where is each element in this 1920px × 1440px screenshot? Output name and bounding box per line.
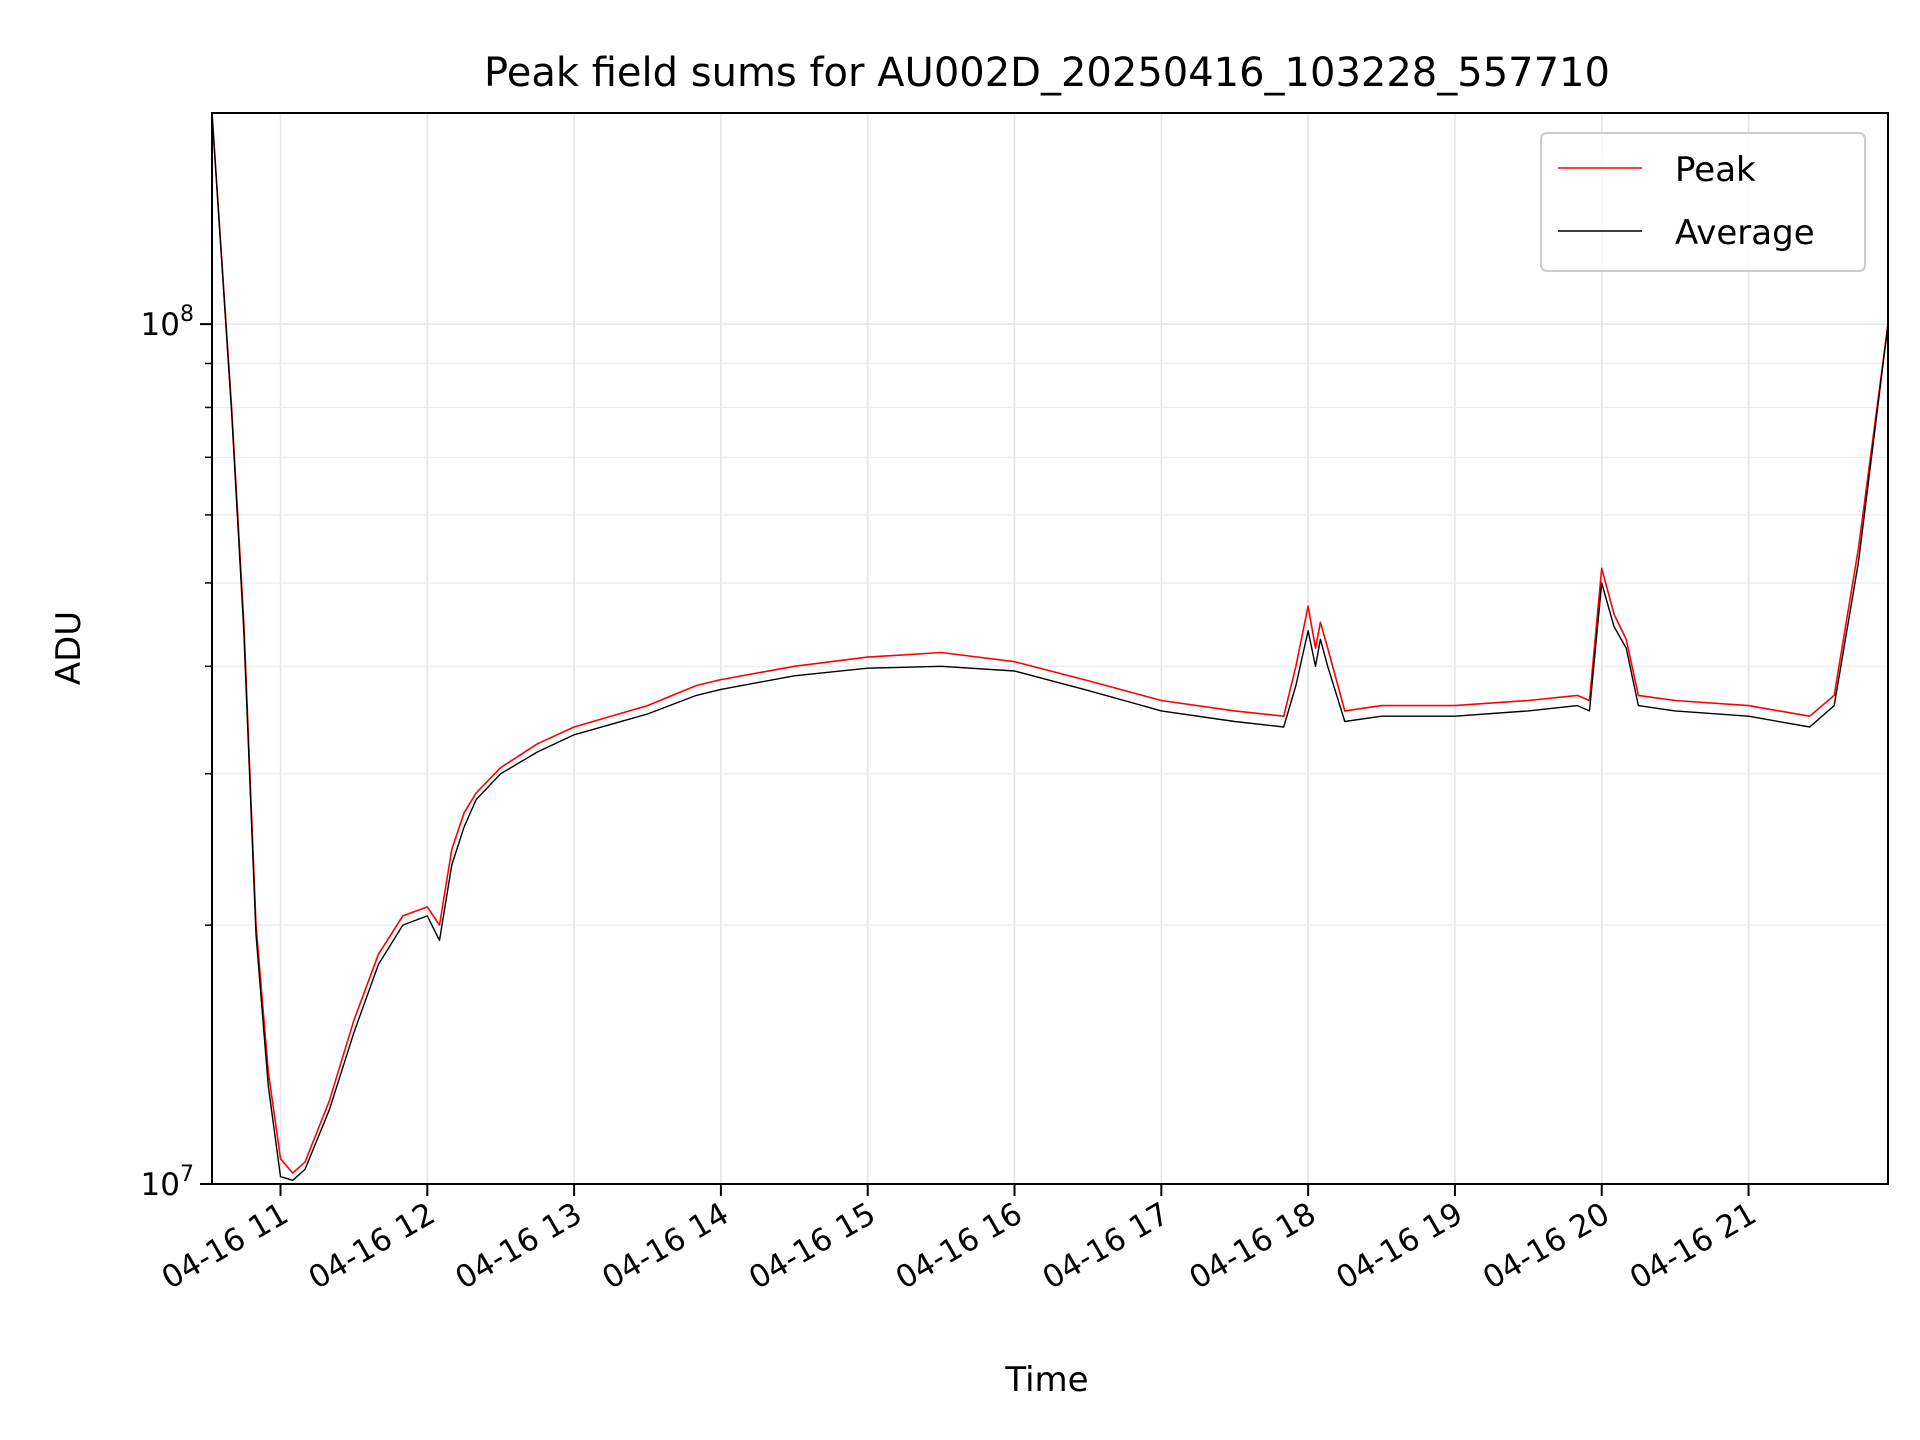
- y-axis-title: ADU: [49, 611, 89, 685]
- x-tick-label: 04-16 12: [303, 1196, 442, 1297]
- y-axis: 107 108: [141, 302, 212, 1203]
- x-tick-label: 04-16 11: [156, 1196, 295, 1297]
- legend: Peak Average: [1540, 132, 1866, 272]
- x-tick-label: 04-16 18: [1183, 1196, 1322, 1297]
- series-layer: [211, 112, 1889, 1182]
- grid-layer: [212, 113, 1888, 1185]
- x-tick-label: 04-16 17: [1037, 1196, 1176, 1297]
- y-tick-label: 107: [141, 1162, 194, 1203]
- x-tick-label: 04-16 21: [1624, 1196, 1763, 1297]
- x-tick-label: 04-16 19: [1330, 1196, 1469, 1297]
- x-tick-label: 04-16 13: [449, 1196, 588, 1297]
- y-tick-label: 108: [141, 302, 194, 343]
- plot-area-frame: [211, 112, 1889, 1185]
- x-axis: 04-16 11 04-16 12 04-16 13 04-16 14 04-16 15…: [156, 1184, 1763, 1297]
- series-line-average: [211, 112, 1889, 1182]
- x-tick-label: 04-16 16: [890, 1196, 1029, 1297]
- series-line-peak: [211, 112, 1889, 1174]
- x-tick-label: 04-16 20: [1477, 1196, 1616, 1297]
- x-tick-label: 04-16 14: [596, 1196, 735, 1297]
- x-tick-label: 04-16 15: [743, 1196, 882, 1297]
- x-axis-title: Time: [1004, 1360, 1088, 1400]
- legend-label-peak: Peak: [1675, 150, 1756, 190]
- legend-label-average: Average: [1675, 213, 1815, 253]
- chart-title: Peak field sums for AU002D_20250416_1032…: [484, 50, 1610, 96]
